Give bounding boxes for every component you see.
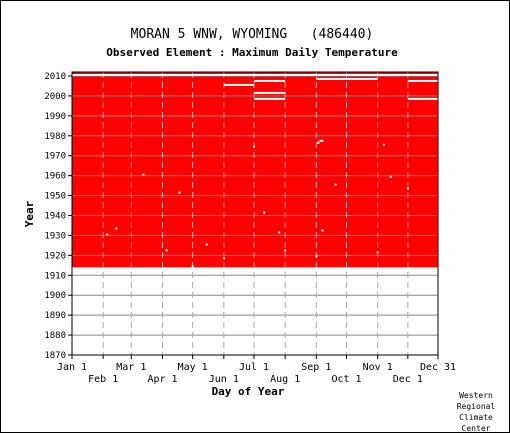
missing-data-day (315, 255, 318, 258)
missing-data-segment (316, 77, 347, 80)
missing-data-day (284, 249, 287, 252)
missing-data-day (178, 191, 181, 194)
x-tick-label: Feb 1 (88, 374, 118, 385)
x-axis-label: Day of Year (212, 385, 285, 398)
missing-data-day (376, 251, 379, 254)
x-tick-label: Jun 1 (209, 374, 239, 385)
missing-data-segment (223, 83, 254, 86)
missing-data-day (278, 231, 281, 234)
missing-data-day (389, 175, 392, 178)
missing-data-segment (253, 91, 286, 94)
missing-data-day (115, 227, 118, 230)
missing-data-day (334, 183, 337, 186)
missing-data-day (319, 139, 322, 142)
y-tick-label: 1930 (44, 231, 66, 241)
x-tick-label: Jul 1 (239, 362, 269, 373)
missing-data-day (321, 229, 324, 232)
x-tick-label: Jan 1 (57, 362, 87, 373)
missing-data-day (321, 139, 324, 142)
x-tick-label: Aug 1 (270, 374, 300, 385)
chart-subtitle: Observed Element : Maximum Daily Tempera… (106, 46, 398, 59)
y-tick-label: 1990 (44, 112, 66, 122)
x-tick-label: May 1 (178, 362, 208, 373)
missing-data-day (205, 243, 208, 246)
data-coverage (72, 72, 438, 268)
missing-data-day (263, 211, 266, 214)
credit-line: Center (461, 424, 491, 433)
x-tick-label: Sep 1 (301, 362, 331, 373)
missing-data-segment (407, 79, 438, 82)
missing-data-day (191, 265, 194, 268)
y-tick-label: 1890 (44, 311, 66, 321)
missing-data-day (142, 173, 145, 176)
credit-line: Climate (459, 413, 493, 422)
y-tick-label: 1970 (44, 152, 66, 162)
x-tick-label: Oct 1 (331, 374, 361, 385)
y-tick-label: 1920 (44, 251, 66, 261)
x-tick-label: Nov 1 (363, 362, 393, 373)
y-tick-label: 2000 (44, 92, 66, 102)
missing-data-segment (253, 97, 286, 100)
missing-data-day (406, 187, 409, 190)
missing-data-segment (346, 77, 378, 80)
y-tick-label: 1870 (44, 351, 66, 361)
chart-title: MORAN 5 WNW, WYOMING (486440) (131, 27, 374, 42)
y-tick-label: 1880 (44, 331, 66, 341)
missing-data-segment (253, 79, 286, 82)
missing-data-segment (72, 73, 438, 76)
x-tick-label: Apr 1 (147, 374, 177, 385)
missing-data-day (252, 145, 255, 148)
x-tick-label: Dec 31 (420, 362, 456, 373)
y-axis-label: Year (23, 200, 36, 227)
y-tick-label: 2010 (44, 72, 66, 82)
missing-data-day (165, 249, 168, 252)
missing-data-segment (407, 97, 438, 100)
plot-area: 1870 1880 1890 1900 1910 1920 1930 1940 1950 1960… (44, 71, 456, 385)
missing-data-day (106, 233, 109, 236)
wrcc-credit: Western Regional Climate Center (446, 390, 506, 433)
y-tick-label: 1980 (44, 132, 66, 142)
missing-data-day (317, 141, 320, 144)
plot-border (71, 71, 439, 356)
missing-data-day (382, 143, 385, 146)
y-tick-label: 1950 (44, 192, 66, 202)
missing-data-day (222, 257, 225, 260)
y-tick-label: 1960 (44, 172, 66, 182)
y-tick-label: 1900 (44, 291, 66, 301)
credit-line: Western (459, 391, 493, 400)
y-tick-label: 1940 (44, 211, 66, 221)
x-tick-label: Mar 1 (116, 362, 146, 373)
x-tick-label: Dec 1 (393, 374, 423, 385)
credit-line: Regional (456, 402, 496, 411)
y-tick-label: 1910 (44, 271, 66, 281)
